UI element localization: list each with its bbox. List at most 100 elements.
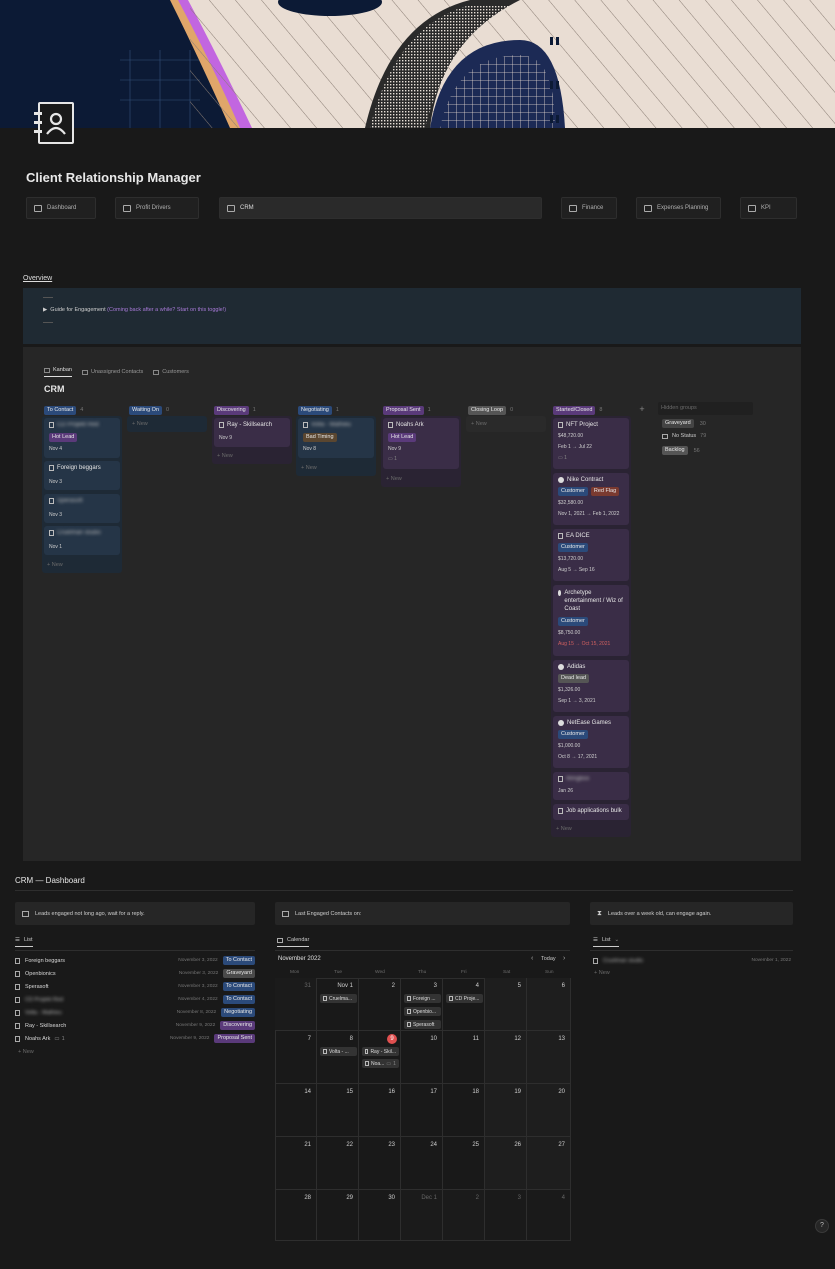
calendar-event[interactable]: Sperasoft <box>404 1020 441 1029</box>
calendar-day-cell[interactable]: 3 <box>485 1190 527 1241</box>
calendar-day-cell[interactable]: Nov 1 <box>317 978 359 1031</box>
calendar-event[interactable]: Cruelma... <box>320 994 357 1003</box>
calendar-day-cell[interactable]: 15 <box>317 1084 359 1137</box>
list-item[interactable]: Ray - Skillsearch November 9, 2022 Disco… <box>15 1019 255 1032</box>
new-card-button[interactable]: + New <box>556 826 572 832</box>
view-tab-calendar[interactable]: Calendar <box>277 937 310 947</box>
calendar-day-cell[interactable]: 22 <box>317 1137 359 1190</box>
today-button[interactable]: Today <box>541 956 556 962</box>
new-card-button[interactable]: + New <box>47 562 63 568</box>
calendar-day-cell[interactable]: 20 <box>527 1084 571 1137</box>
add-group-button[interactable]: + <box>639 404 645 414</box>
calendar-day-cell[interactable]: 27 <box>527 1137 571 1190</box>
calendar-day-cell[interactable]: 4 <box>443 978 485 1031</box>
calendar-event[interactable]: Foreign ... <box>404 994 441 1003</box>
nav-finance-button[interactable]: Finance <box>561 197 617 219</box>
column-header-negotiating[interactable]: Negotiating 1 <box>298 405 339 415</box>
calendar-day-cell[interactable]: 31 <box>275 978 317 1031</box>
calendar-day-cell[interactable]: 26 <box>485 1137 527 1190</box>
nav-expenses-planning-button[interactable]: Expenses Planning <box>636 197 721 219</box>
calendar-day-cell[interactable]: 17 <box>401 1084 443 1137</box>
calendar-day-cell[interactable]: 5 <box>485 978 527 1031</box>
list-item[interactable]: Foreign beggars November 3, 2022 To Cont… <box>15 954 255 967</box>
view-tab-list[interactable]: ☰ List <box>15 937 33 947</box>
calendar-day-cell[interactable]: 3 <box>401 978 443 1031</box>
nav-profit-drivers-button[interactable]: Profit Drivers <box>115 197 199 219</box>
calendar-event[interactable]: Ray - Skil... <box>362 1047 399 1056</box>
next-month-button[interactable]: › <box>563 955 566 962</box>
overview-link[interactable]: Overview <box>23 275 53 282</box>
tab-unassigned-contacts[interactable]: Unassigned Contacts <box>81 367 143 377</box>
kanban-card[interactable]: Volta - Mathieu Bad Timing Nov 8 <box>298 418 374 458</box>
calendar-day-cell[interactable]: 2 <box>359 978 401 1031</box>
calendar-day-cell[interactable]: 28 <box>275 1190 317 1241</box>
kanban-card[interactable]: Ray - Skillsearch Nov 9 <box>214 418 290 447</box>
calendar-day-cell[interactable]: 30 <box>359 1190 401 1241</box>
calendar-day-cell[interactable]: 13 <box>527 1031 571 1084</box>
kanban-card[interactable]: CD Projekt Red Hot Lead Nov 4 <box>44 418 120 458</box>
calendar-day-cell[interactable]: 29 <box>317 1190 359 1241</box>
calendar-day-cell[interactable]: 16 <box>359 1084 401 1137</box>
new-card-button[interactable]: + New <box>471 421 487 427</box>
kanban-card[interactable]: Adidas Dead lead $1,326.00 Sep 1 → 3, 20… <box>553 660 629 712</box>
prev-month-button[interactable]: ‹ <box>531 955 534 962</box>
list-item[interactable]: Sperasoft November 3, 2022 To Contact <box>15 980 255 993</box>
kanban-card[interactable]: Archetype entertainment / Wiz of Coast C… <box>553 585 629 656</box>
calendar-day-cell[interactable]: 4 <box>527 1190 571 1241</box>
new-row-button[interactable]: + New <box>18 1049 34 1055</box>
new-row-button[interactable]: + New <box>594 970 610 976</box>
kanban-card[interactable]: NetEase Games Customer $1,000.00 Oct 8 →… <box>553 716 629 768</box>
view-tab-list[interactable]: ☰ List ⌄ <box>593 937 620 947</box>
nav-dashboard-button[interactable]: Dashboard <box>26 197 96 219</box>
calendar-day-cell[interactable]: 2 <box>443 1190 485 1241</box>
calendar-day-cell[interactable]: 7 <box>275 1031 317 1084</box>
new-card-button[interactable]: + New <box>301 465 317 471</box>
list-item[interactable]: Noahs Ark ▭ 1 November 9, 2022 Proposal … <box>15 1032 255 1045</box>
calendar-event[interactable]: Volta - ... <box>320 1047 357 1056</box>
calendar-day-cell[interactable]: 9 <box>359 1031 401 1084</box>
column-header-started-closed[interactable]: Started/Closed 8 <box>553 405 602 415</box>
calendar-day-cell[interactable]: 11 <box>443 1031 485 1084</box>
calendar-day-cell[interactable]: 12 <box>485 1031 527 1084</box>
nav-crm-button[interactable]: CRM <box>219 197 542 219</box>
list-item[interactable]: Cruelman studio November 1, 2022 <box>593 954 793 967</box>
kanban-card[interactable]: Sperasoft Nov 3 <box>44 494 120 523</box>
kanban-card[interactable]: Noahs Ark Hot Lead Nov 9 ▭ 1 <box>383 418 459 469</box>
kanban-card[interactable]: NFT Project $48,720.00 Feb 1 → Jul 22 ▭ … <box>553 418 629 469</box>
calendar-day-cell[interactable]: Dec 1 <box>401 1190 443 1241</box>
new-card-button[interactable]: + New <box>217 453 233 459</box>
help-button[interactable]: ? <box>815 1219 829 1233</box>
calendar-day-cell[interactable]: 21 <box>275 1137 317 1190</box>
list-item[interactable]: CD Projekt Red November 4, 2022 To Conta… <box>15 993 255 1006</box>
nav-kpi-button[interactable]: KPI <box>740 197 797 219</box>
kanban-card[interactable]: Cruelman studio Nov 1 <box>44 526 120 555</box>
kanban-card[interactable]: Job applications bulk <box>553 804 629 820</box>
hidden-group-no-status[interactable]: No Status 79 <box>662 433 706 439</box>
calendar-event[interactable]: CD Proje... <box>446 994 483 1003</box>
column-header-discovering[interactable]: Discovering 1 <box>214 405 256 415</box>
hidden-group-backlog[interactable]: Backlog 56 <box>662 446 700 455</box>
calendar-day-cell[interactable]: 23 <box>359 1137 401 1190</box>
column-header-waiting-on[interactable]: Waiting On 0 <box>129 405 169 415</box>
new-card-button[interactable]: + New <box>132 421 148 427</box>
list-item[interactable]: Openbionics November 3, 2022 Graveyard <box>15 967 255 980</box>
tab-kanban[interactable]: Kanban <box>44 367 72 377</box>
calendar-day-cell[interactable]: 10 <box>401 1031 443 1084</box>
column-header-to-contact[interactable]: To Contact 4 <box>44 405 83 415</box>
calendar-day-cell[interactable]: 8 <box>317 1031 359 1084</box>
calendar-day-cell[interactable]: 14 <box>275 1084 317 1137</box>
kanban-card[interactable]: Nike Contract Customer Red Flag $32,580.0… <box>553 473 629 525</box>
calendar-event[interactable]: Noa... ▭ 1 <box>362 1059 399 1068</box>
calendar-day-cell[interactable]: 25 <box>443 1137 485 1190</box>
tab-customers[interactable]: Customers <box>153 367 189 377</box>
calendar-event[interactable]: Openbio... <box>404 1007 441 1016</box>
kanban-card[interactable]: Wingbox Jan 26 <box>553 772 629 800</box>
guide-toggle[interactable]: ▶ Guide for Engagement (Coming back afte… <box>43 307 226 313</box>
new-card-button[interactable]: + New <box>386 476 402 482</box>
calendar-day-cell[interactable]: 6 <box>527 978 571 1031</box>
calendar-day-cell[interactable]: 19 <box>485 1084 527 1137</box>
kanban-card[interactable]: EA DICE Customer $13,720.00 Aug 5 → Sep … <box>553 529 629 581</box>
list-item[interactable]: Volta - Mathieu November 8, 2022 Negotia… <box>15 1006 255 1019</box>
column-header-proposal-sent[interactable]: Proposal Sent 1 <box>383 405 431 415</box>
calendar-day-cell[interactable]: 24 <box>401 1137 443 1190</box>
